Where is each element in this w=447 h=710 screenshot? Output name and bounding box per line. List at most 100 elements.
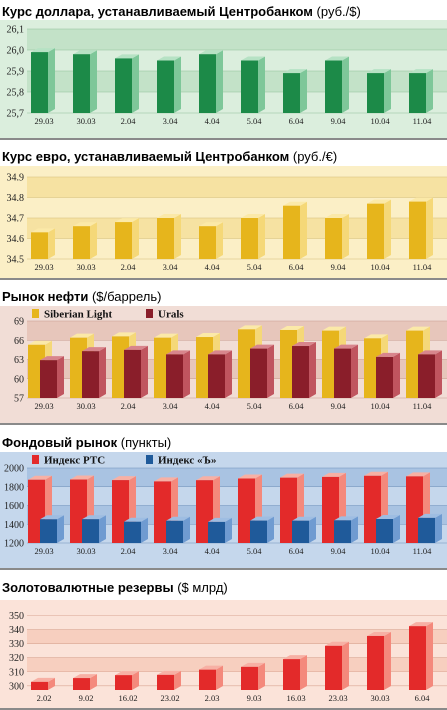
bar-top (199, 665, 223, 670)
bar (157, 214, 181, 259)
bar-top (325, 214, 349, 218)
bar-top (418, 513, 442, 518)
bar (31, 228, 55, 259)
bar-front (409, 201, 426, 259)
bar-front (367, 635, 384, 690)
x-tick-label: 11.04 (413, 262, 433, 272)
legend-label: Индекс РТС (44, 455, 105, 467)
bar-side (90, 674, 97, 690)
chart-eur: 34.5 34.6 34.7 34.8 34.9 29.03 30.03 2.04 3.04 4.… (0, 166, 447, 280)
bar-side (267, 344, 274, 398)
bar-side (300, 69, 307, 113)
bar (376, 352, 400, 398)
x-tick-label: 30.03 (370, 693, 389, 703)
bar-top (238, 325, 262, 330)
bar-top (367, 199, 391, 204)
bar-side (300, 201, 307, 259)
bar (73, 674, 97, 690)
panel-reserves: Золотовалютные резервы ($ млрд) 300 310 32… (0, 570, 447, 710)
x-tick-label: 2.04 (121, 262, 137, 272)
bar-side (426, 622, 433, 690)
bar-side (99, 515, 106, 543)
bar-side (216, 50, 223, 113)
x-tick-label: 16.03 (286, 693, 305, 703)
bar-front (208, 521, 225, 543)
x-tick-label: 6.04 (289, 401, 305, 411)
bar-top (31, 48, 55, 53)
bar-front (325, 60, 342, 113)
bar-top (28, 340, 52, 345)
panel-divider (0, 278, 447, 280)
bar-side (342, 214, 349, 259)
bar-side (183, 516, 190, 543)
bar-top (292, 342, 316, 347)
panel-stock: Фондовый рынок (пункты) 1200 1400 1600 1800… (0, 425, 447, 570)
x-tick-label: 9.04 (331, 262, 347, 272)
bar-top (241, 56, 265, 61)
panel-title: Курс доллара, устанавливаемый Центробанк… (2, 4, 361, 19)
bar-top (166, 516, 190, 521)
panel-eur: Курс евро, устанавливаемый Центробанком … (0, 140, 447, 280)
y-tick-label: 310 (9, 667, 24, 678)
y-tick-label: 34.9 (7, 173, 25, 184)
bar-side (132, 218, 139, 259)
grid-band (27, 629, 447, 644)
panel-title: Курс евро, устанавливаемый Центробанком … (2, 149, 337, 164)
bar-top (409, 197, 433, 202)
x-tick-label: 6.04 (415, 693, 431, 703)
bar (409, 69, 433, 113)
chart-usd: 25,7 25,8 25,9 26,0 26,1 29.03 30.03 2.04 3.04 4.… (0, 20, 447, 140)
bar-front (157, 60, 174, 113)
grid-band (27, 29, 447, 50)
bar-top (364, 471, 388, 476)
bar-top (283, 201, 307, 206)
bar-front (250, 348, 267, 398)
bar-side (258, 662, 265, 690)
bar-side (132, 671, 139, 690)
bar (418, 350, 442, 398)
bar-top (376, 515, 400, 519)
x-tick-label: 30.03 (76, 116, 95, 126)
bar (115, 218, 139, 259)
y-tick-label: 34.8 (7, 193, 25, 204)
bar-front (418, 517, 435, 543)
bar (40, 356, 64, 398)
bar-front (73, 678, 90, 690)
x-tick-label: 5.04 (247, 401, 263, 411)
bar (115, 671, 139, 690)
x-tick-label: 5.04 (247, 546, 263, 556)
bar-front (250, 520, 267, 543)
x-tick-label: 10.04 (370, 401, 390, 411)
y-tick-label: 2000 (4, 464, 24, 475)
title-main: Фондовый рынок (2, 435, 118, 450)
bar-top (73, 674, 97, 679)
bar (241, 662, 265, 690)
panel-oil: Рынок нефти ($/баррель) 57 60 63 66 69 Siberi… (0, 280, 447, 425)
x-tick-label: 10.04 (370, 116, 390, 126)
y-tick-label: 1600 (4, 501, 24, 512)
bar-front (367, 203, 384, 259)
y-tick-label: 26,0 (7, 46, 25, 57)
x-tick-label: 3.04 (163, 262, 179, 272)
bar-side (426, 69, 433, 113)
chart-oil: 57 60 63 66 69 Siberian Light Urals 29.03 30.03 2… (0, 306, 447, 425)
bar-front (31, 232, 48, 259)
bar-front (115, 222, 132, 259)
bar-front (73, 226, 90, 259)
bar-top (166, 350, 190, 355)
bar-top (115, 671, 139, 676)
bar (241, 214, 265, 259)
bar-top (250, 344, 274, 349)
bar-front (325, 218, 342, 259)
legend-swatch (32, 455, 39, 464)
bar-top (73, 50, 97, 55)
bar-front (115, 675, 132, 690)
bar-front (418, 354, 435, 398)
bar-side (300, 655, 307, 690)
bar-front (283, 659, 300, 690)
bar-top (325, 641, 349, 646)
bar-top (409, 69, 433, 74)
bar-top (31, 677, 55, 682)
bar-top (241, 214, 265, 218)
x-tick-label: 6.04 (289, 116, 305, 126)
